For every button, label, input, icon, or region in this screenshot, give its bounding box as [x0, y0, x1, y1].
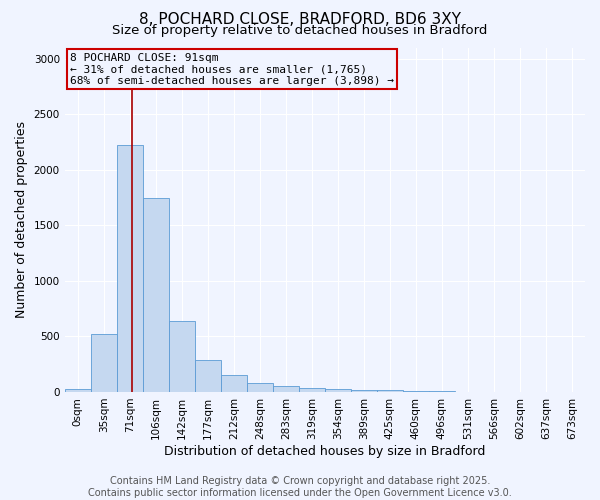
Bar [403, 391, 429, 392]
Bar [117, 146, 143, 392]
Bar [273, 386, 299, 392]
Bar [377, 390, 403, 392]
Bar [169, 322, 195, 392]
Text: Contains HM Land Registry data © Crown copyright and database right 2025.
Contai: Contains HM Land Registry data © Crown c… [88, 476, 512, 498]
Y-axis label: Number of detached properties: Number of detached properties [15, 121, 28, 318]
Bar [221, 376, 247, 392]
X-axis label: Distribution of detached houses by size in Bradford: Distribution of detached houses by size … [164, 444, 485, 458]
Text: Size of property relative to detached houses in Bradford: Size of property relative to detached ho… [112, 24, 488, 37]
Bar [143, 198, 169, 392]
Bar [299, 388, 325, 392]
Text: 8 POCHARD CLOSE: 91sqm
← 31% of detached houses are smaller (1,765)
68% of semi-: 8 POCHARD CLOSE: 91sqm ← 31% of detached… [70, 52, 394, 86]
Bar [65, 389, 91, 392]
Bar [351, 390, 377, 392]
Text: 8, POCHARD CLOSE, BRADFORD, BD6 3XY: 8, POCHARD CLOSE, BRADFORD, BD6 3XY [139, 12, 461, 28]
Bar [247, 382, 273, 392]
Bar [325, 388, 351, 392]
Bar [91, 334, 117, 392]
Bar [195, 360, 221, 392]
